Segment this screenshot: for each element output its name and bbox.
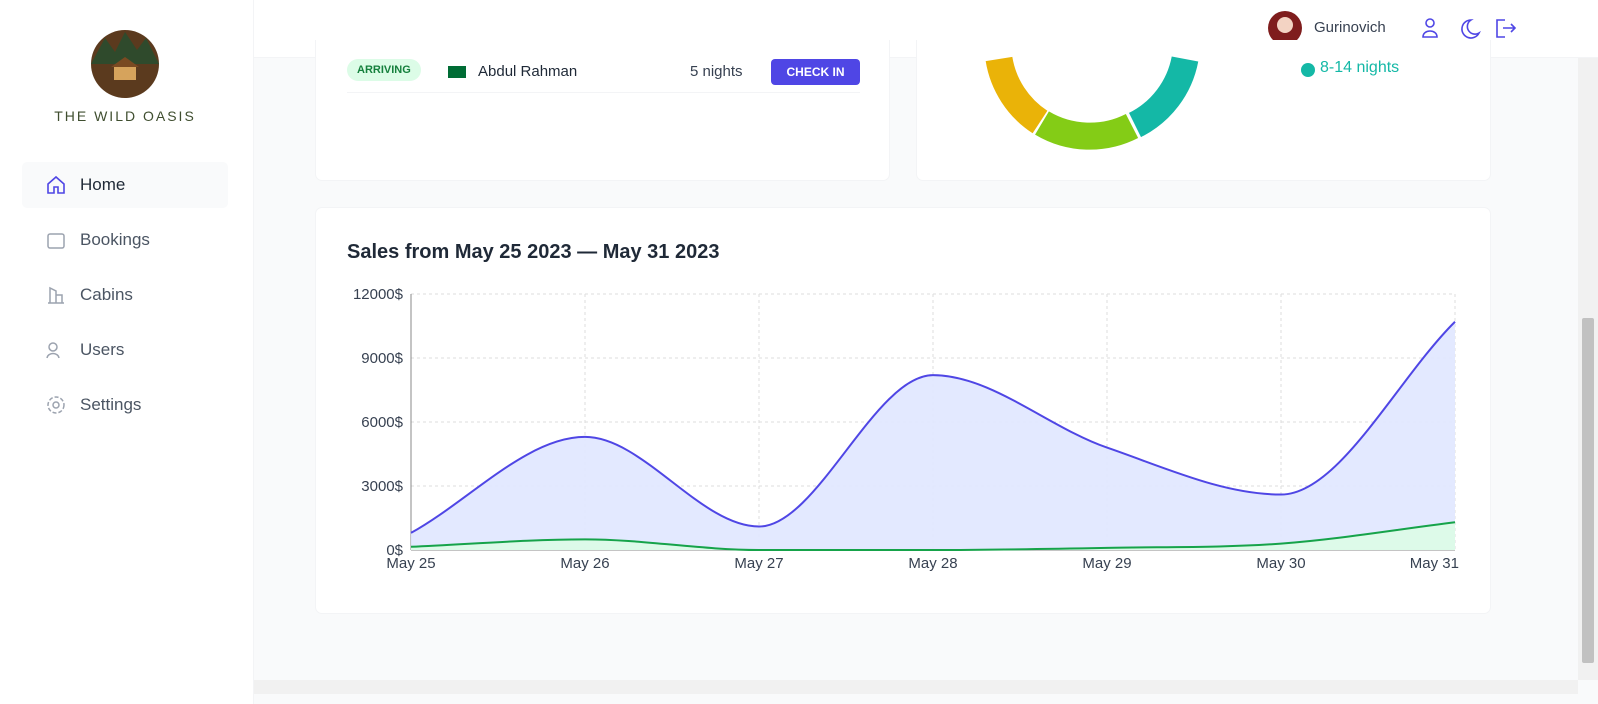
divider [347,92,860,93]
sales-card: Sales from May 25 2023 — May 31 2023 0$ 3… [315,207,1491,614]
brand: THE WILD OASIS [54,108,196,124]
chart: 0$ 3000$ 6000$ 9000$ 12000$ May 25 May 26 May 2… [353,286,1459,572]
legend-label: 8-14 nights [1320,59,1400,76]
scroll-thumb[interactable] [1582,318,1594,663]
durations-card: 8-14 nights [916,40,1491,181]
x-tick-label: May 25 [386,555,435,572]
nav-label: Cabins [80,285,133,304]
nav-label: Home [80,175,126,194]
nav-item[interactable]: Bookings [22,217,228,263]
icon [47,233,65,249]
area [411,522,1455,550]
y-tick-label: 0$ [386,542,403,559]
donut [985,56,1199,150]
flag [448,66,466,78]
line [410,321,1456,534]
h-scrollbar [254,680,1578,694]
legend-dot [1301,63,1315,77]
user-name: Gurinovich [1314,19,1386,36]
nights: 5 nights [690,63,743,80]
guest: Abdul Rahman [478,63,578,80]
icon [46,342,60,359]
y-tick-label: 6000$ [361,414,403,431]
icon [47,175,65,194]
line [410,521,1456,551]
header-icons [1422,18,1517,39]
nav-label: Bookings [80,230,150,249]
chart-title: Sales from May 25 2023 — May 31 2023 [347,241,720,263]
nav-label: Settings [80,395,142,414]
x-tick-label: May 30 [1256,555,1305,572]
status-tag: ARRIVING [347,59,421,81]
sidebar: THE WILD OASIS Home Bookings Cabins User… [0,0,254,704]
nav-item[interactable]: Users [22,327,228,373]
nav-item[interactable]: Home [22,162,228,208]
nav-item[interactable]: Cabins [22,272,228,318]
x-tick-label: May 26 [560,555,609,572]
y-tick-label: 12000$ [353,286,404,303]
icon [47,396,65,414]
nav-label: Users [80,340,125,359]
nav-item[interactable]: Settings [22,382,228,428]
x-tick-label: May 29 [1082,555,1131,572]
x-tick-label: May 27 [734,555,783,572]
x-tick-label: May 28 [908,555,957,572]
today-card: ARRIVING Abdul Rahman 5 nights CHECK IN [315,40,890,181]
y-tick-label: 9000$ [361,350,403,367]
icon [48,286,64,304]
x-tick-label: May 31 [1410,555,1459,572]
scrollbar [1578,58,1598,680]
area [411,321,1455,550]
avatar[interactable] [1267,10,1303,46]
check-in-button[interactable]: CHECK IN [771,59,860,85]
y-tick-label: 3000$ [361,478,403,495]
logo [91,30,159,98]
